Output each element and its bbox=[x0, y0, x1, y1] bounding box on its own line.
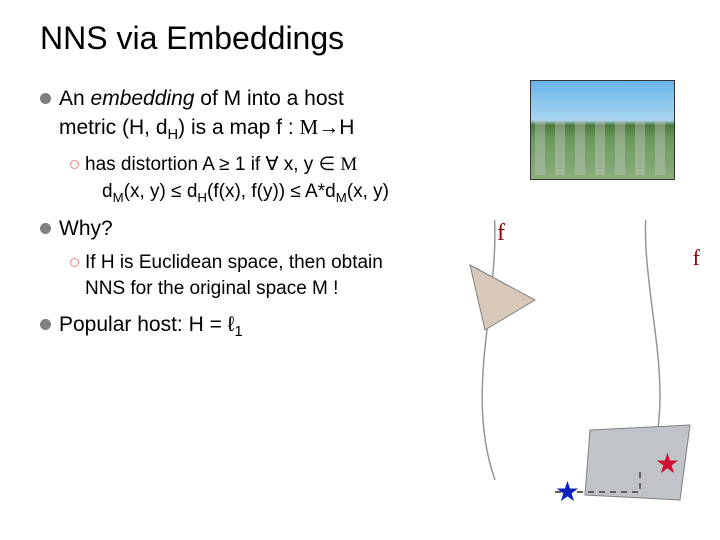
bullet-dot-icon bbox=[40, 319, 51, 330]
text-sub: M bbox=[336, 190, 347, 205]
text-math: M bbox=[300, 115, 319, 139]
text-frag: (x, y) bbox=[347, 181, 389, 202]
text-frag: An bbox=[59, 87, 91, 110]
dna-playground-photo bbox=[530, 80, 675, 180]
star-blue-icon: ★ bbox=[555, 475, 580, 508]
text-frag: NNS for the original space M ! bbox=[85, 278, 338, 299]
sub-bullet-circle-icon bbox=[70, 160, 79, 169]
slide-container: NNS via Embeddings An embedding of M int… bbox=[0, 0, 720, 540]
text-frag: If H is Euclidean space, then obtain bbox=[85, 252, 383, 273]
text-sub: 1 bbox=[234, 324, 242, 340]
triangle-left bbox=[470, 265, 535, 330]
text-frag: metric (H, d bbox=[59, 116, 168, 139]
text-sub: M bbox=[113, 190, 124, 205]
bullet-dot-icon bbox=[40, 223, 51, 234]
text-frag: Popular host: H = ℓ bbox=[59, 313, 234, 336]
bullet-distortion-text: has distortion A ≥ 1 if ∀ x, y ∈ M bbox=[85, 152, 357, 179]
text-frag: (x, y) ≤ d bbox=[124, 181, 198, 202]
text-italic: embedding bbox=[91, 87, 195, 110]
bullet-if-h-text: If H is Euclidean space, then obtain NNS… bbox=[85, 250, 383, 303]
distortion-inequality: dM(x, y) ≤ dH(f(x), f(y)) ≤ A*dM(x, y) bbox=[102, 179, 680, 207]
f-label-right: f bbox=[693, 245, 700, 271]
text-frag: has distortion A ≥ 1 if ∀ x, y ∈ bbox=[85, 154, 340, 175]
sub-bullet-circle-icon bbox=[70, 258, 79, 267]
text-frag: of M into a host bbox=[194, 87, 343, 110]
slide-title: NNS via Embeddings bbox=[40, 20, 680, 57]
f-label-left: f bbox=[497, 220, 505, 247]
bullet-popular-host-text: Popular host: H = ℓ1 bbox=[59, 311, 243, 343]
text-math: M bbox=[340, 154, 357, 175]
text-frag: ) is a map f : bbox=[178, 116, 299, 139]
curve-left bbox=[482, 220, 495, 480]
text-frag: (f(x), f(y)) ≤ A*d bbox=[207, 181, 336, 202]
bullet-embedding-text: An embedding of M into a host metric (H,… bbox=[59, 85, 354, 146]
bullet-dot-icon bbox=[40, 93, 51, 104]
star-red-icon: ★ bbox=[655, 447, 680, 480]
text-sub: H bbox=[168, 128, 179, 144]
text-frag: →H bbox=[318, 116, 354, 139]
bullet-why-text: Why? bbox=[59, 215, 113, 243]
text-frag: d bbox=[102, 181, 113, 202]
text-sub: H bbox=[197, 190, 207, 205]
